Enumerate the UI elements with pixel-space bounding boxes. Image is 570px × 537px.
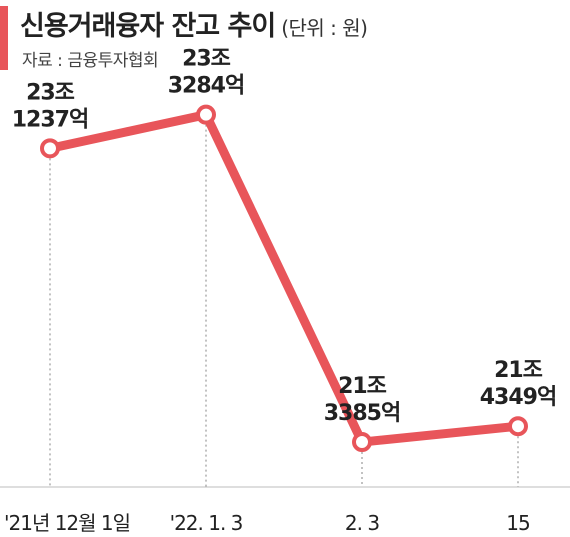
data-point-0 [40, 138, 60, 159]
data-label-0-2: 1237억 [12, 107, 88, 132]
data-label-1-2: 3284억 [168, 74, 244, 99]
series-line [45, 110, 523, 447]
data-label-2-2: 3385억 [324, 401, 400, 426]
data-label-3-1: 21조 [494, 358, 543, 383]
title-line: 신용거래융자 잔고 추이 (단위 : 원) [20, 4, 368, 43]
chart-title: 신용거래융자 잔고 추이 [20, 11, 276, 42]
data-label-0-1: 23조 [26, 80, 75, 105]
x-tick-label-3: 15 [506, 511, 529, 535]
x-tick-label-2: 2. 3 [345, 511, 379, 535]
data-label-1-1: 23조 [182, 47, 231, 72]
source-label: 자료 : 금융투자협회 [22, 51, 159, 71]
data-label-3-2: 4349억 [480, 385, 556, 410]
title-accent-bar [0, 6, 8, 70]
data-point-1 [196, 104, 216, 125]
data-point-3 [508, 416, 528, 437]
x-tick-label-1: '22. 1. 3 [170, 511, 243, 535]
x-tick-label-0: '21년 12월 1일 [4, 511, 130, 535]
data-label-2-1: 21조 [338, 374, 387, 399]
unit-label: (단위 : 원) [281, 16, 368, 40]
data-point-2 [352, 432, 372, 453]
